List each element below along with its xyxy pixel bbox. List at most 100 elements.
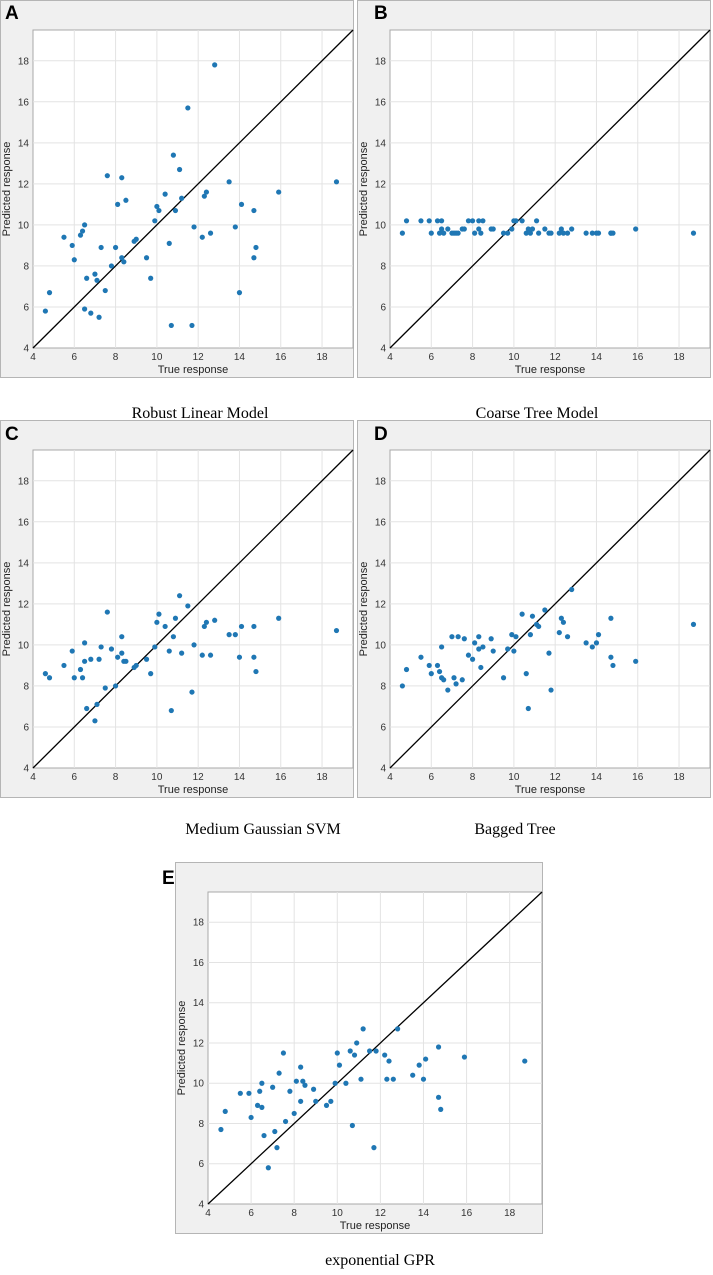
data-point [251,623,257,630]
data-point [310,1086,317,1092]
x-tick-label: 8 [470,352,476,363]
data-point [546,650,552,656]
data-point [82,222,88,228]
identity-line [389,29,711,349]
data-point [77,232,84,238]
data-point [232,224,238,230]
identity-line [389,449,711,769]
data-point [403,218,410,224]
data-point [490,226,496,232]
data-point [478,664,484,671]
y-tick-label: 10 [375,220,387,231]
data-point [500,230,507,236]
data-point [313,1098,319,1104]
y-tick-label: 12 [18,599,30,610]
identity-line [32,449,354,769]
data-point [529,613,536,619]
data-point [143,656,150,662]
data-point [176,166,183,173]
data-point [88,656,94,662]
x-tick-label: 14 [234,772,246,783]
data-point [71,257,77,263]
data-point [259,1080,265,1086]
data-point [152,218,158,224]
data-point [92,271,98,277]
data-point [428,230,434,236]
data-point [323,1102,330,1108]
data-point [274,1145,280,1151]
x-tick-label: 6 [429,352,435,363]
data-point [469,656,476,662]
data-point [347,1048,353,1054]
data-point [395,1026,401,1032]
data-point [690,621,697,627]
grid [33,450,353,768]
panel-a: 4 6 8 10 12 14 16 18 4 6 8 10 12 14 16 18 True response… [0,0,354,378]
data-point [595,632,602,638]
data-point [253,668,259,675]
data-point [84,275,90,281]
data-point [438,1106,444,1112]
data-point [104,173,110,179]
data-point [410,1072,416,1078]
caption-a: Robust Linear Model [132,405,269,422]
data-point [94,701,100,708]
x-tick-label: 12 [550,352,562,363]
data-point [589,644,595,650]
data-point [287,1088,293,1094]
data-point [384,1076,390,1082]
data-point [336,1062,343,1068]
data-point [371,1145,377,1151]
data-point [272,1128,278,1135]
data-point [119,175,125,181]
data-point [170,634,176,640]
data-point [469,218,476,224]
data-point [300,1078,306,1084]
x-tick-label: 10 [508,772,520,783]
x-tick-label: 14 [234,352,246,363]
data-point [176,593,183,599]
y-tick-label: 6 [23,302,29,313]
data-point [42,308,48,314]
x-axis-label: True response [158,364,229,376]
data-point [423,1056,429,1062]
data-point [542,607,548,613]
data-point [293,1078,299,1084]
data-point [519,218,525,224]
data-point [583,230,589,236]
data-point [633,658,639,664]
panel-letter: E [162,868,175,889]
data-point [226,632,232,638]
data-point [254,1102,261,1108]
x-tick-label: 8 [291,1208,297,1219]
data-point [94,277,100,283]
y-axis-label: Predicted response [176,1001,188,1096]
data-point [511,648,517,654]
y-tick-label: 8 [23,681,29,692]
data-point [343,1080,349,1086]
data-point [77,666,84,673]
data-point [102,685,108,691]
data-point [199,234,205,240]
data-point [96,314,102,320]
y-tick-label: 14 [18,558,30,569]
data-point [505,230,511,236]
y-tick-label: 6 [380,302,386,313]
y-tick-label: 6 [198,1159,204,1170]
data-point [82,306,88,312]
data-points [42,62,340,329]
y-tick-label: 4 [198,1200,204,1211]
data-point [461,636,467,642]
data-point [461,226,467,232]
data-point [608,615,614,621]
data-point [191,642,197,648]
data-point [349,1122,355,1129]
y-tick-label: 14 [375,558,387,569]
y-tick-label: 4 [23,344,29,355]
data-point [218,1126,224,1133]
panel-d: 4 6 8 10 12 14 16 18 4 6 8 10 12 14 16 18 True response… [357,420,711,798]
data-point [203,619,210,625]
y-tick-label: 14 [193,998,205,1009]
data-point [505,646,511,652]
data-point [282,1118,289,1125]
